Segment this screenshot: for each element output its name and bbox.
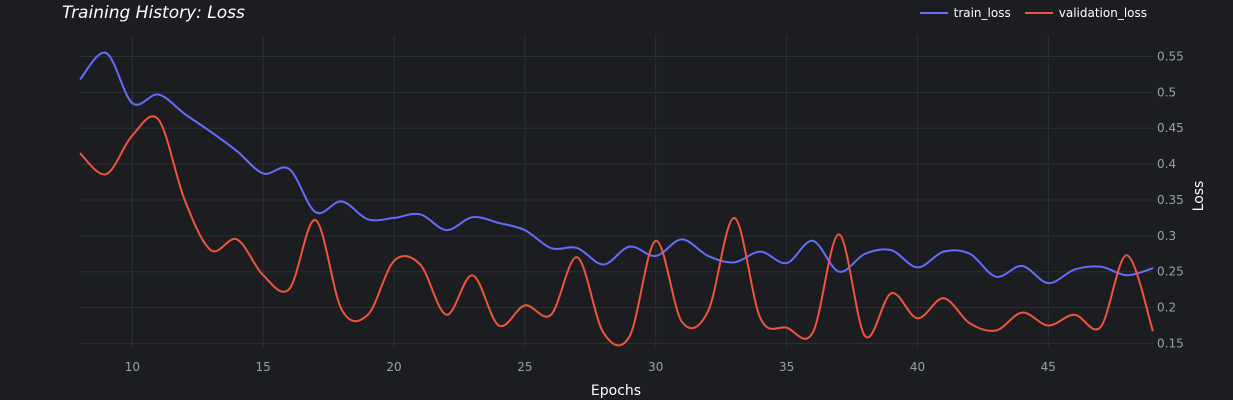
y-tick-label: 0.3 [1157,229,1176,243]
y-tick-label: 0.5 [1157,85,1176,99]
x-tick-label: 25 [517,360,532,374]
x-tick-label: 10 [125,360,140,374]
x-tick-label: 15 [256,360,271,374]
x-tick-label: 45 [1041,360,1056,374]
legend-item-train-loss[interactable]: train_loss [919,6,1011,20]
legend-label-train-loss: train_loss [953,6,1011,20]
legend-swatch-validation-loss [1024,12,1053,14]
y-tick-label: 0.15 [1157,336,1184,350]
y-tick-label: 0.45 [1157,121,1184,135]
legend: train_loss validation_loss [919,6,1147,20]
y-tick-label: 0.35 [1157,193,1184,207]
y-tick-label: 0.55 [1157,50,1184,64]
x-tick-label: 35 [779,360,794,374]
x-tick-label: 30 [648,360,663,374]
x-tick-label: 20 [386,360,401,374]
y-tick-label: 0.4 [1157,157,1176,171]
y-axis-title: Loss [1191,181,1207,212]
x-tick-label: 40 [910,360,925,374]
y-tick-label: 0.2 [1157,301,1176,315]
series-line-validation-loss[interactable] [79,115,1154,347]
y-tick-label: 0.25 [1157,265,1184,279]
legend-swatch-train-loss [919,12,948,14]
legend-item-validation-loss[interactable]: validation_loss [1024,6,1147,20]
grid [80,35,1153,347]
series-lines [79,51,1154,347]
x-axis-title: Epochs [591,383,641,399]
chart-title: Training History: Loss [62,3,245,23]
legend-label-validation-loss: validation_loss [1058,6,1147,20]
tick-labels: 10 15 20 25 30 35 40 45 0.15 0.2 0.25 0.3 0.35 0.4 0.4… [125,50,1184,374]
series-line-train-loss[interactable] [79,51,1154,285]
